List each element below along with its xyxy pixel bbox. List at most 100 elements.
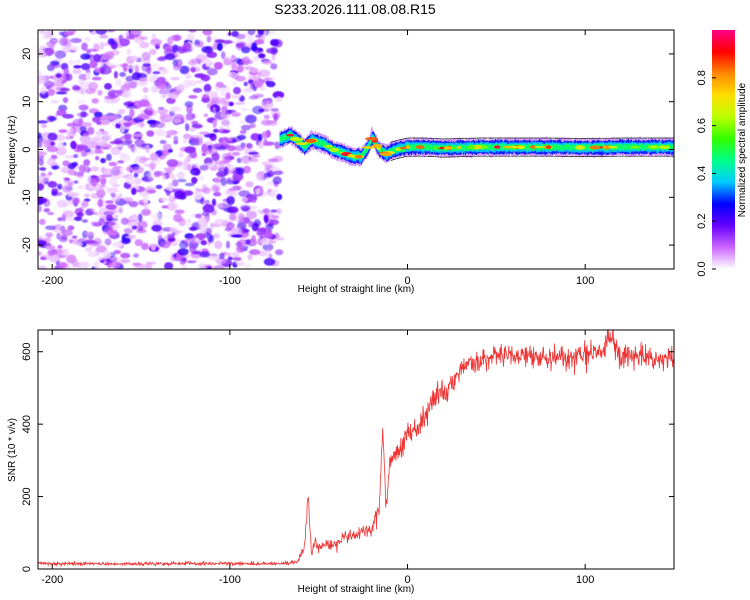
noise-blob [59,37,69,47]
noise-blob [248,68,261,74]
noise-blob [258,53,266,59]
noise-blob [47,157,56,167]
noise-blob [170,241,178,247]
noise-blob [268,167,281,171]
noise-blob [125,175,138,185]
noise-blob [233,86,241,95]
snr-series-line [38,330,674,568]
noise-blob [67,59,76,65]
noise-blob [89,30,94,33]
noise-blob [227,145,236,152]
noise-blob [199,251,211,258]
noise-blob [107,30,115,33]
noise-blob [50,100,59,104]
noise-blob [189,244,197,254]
noise-blob [40,256,47,261]
noise-blob [203,83,212,93]
ridge-hotspot [348,153,354,158]
noise-blob [257,30,265,36]
noise-blob [106,225,113,231]
noise-blob [72,238,79,245]
ridge-hotspot [630,145,640,149]
noise-blob [223,166,229,176]
noise-blob [118,34,123,41]
noise-blob [105,186,111,191]
noise-blob [93,111,103,118]
ridge-hotspot [651,145,657,149]
noise-blob [219,137,230,146]
x-tick-label: 0 [404,574,410,586]
noise-blob [235,241,242,247]
noise-blob [59,87,70,92]
noise-blob [125,166,134,172]
noise-blob [146,130,155,137]
noise-blob [238,190,251,198]
noise-blob [170,107,179,113]
noise-blob [261,131,270,139]
noise-blob [133,253,140,258]
noise-blob [39,30,45,34]
noise-blob [145,261,152,269]
noise-blob [241,197,249,202]
ridge-hotspot [533,146,546,149]
noise-blob [95,30,107,35]
noise-blob [149,123,158,128]
noise-blob [58,129,68,134]
noise-blob [232,257,242,261]
noise-blob [38,218,46,225]
noise-blob [142,197,149,204]
noise-blob [225,180,237,185]
noise-blob [217,42,223,51]
ridge-hotspot [415,145,425,150]
ridge-hotspot [286,133,295,137]
ridge-contour [390,155,674,162]
noise-blob [154,79,159,87]
noise-region [38,30,285,269]
noise-blob [184,73,192,79]
ridge-hotspot [659,145,670,150]
noise-blob [83,193,90,198]
noise-blob [125,75,134,82]
noise-blob [85,48,98,52]
noise-blob [157,234,163,242]
noise-blob [96,175,107,183]
noise-blob [159,240,171,249]
noise-blob [176,85,185,92]
noise-blob [87,251,98,258]
noise-blob [145,144,151,153]
noise-blob [100,259,105,263]
y-tick-label: 600 [21,343,33,361]
noise-blob [253,219,261,227]
noise-blob [190,257,199,262]
noise-blob [250,133,261,141]
noise-blob [230,72,240,79]
noise-blob [191,176,198,184]
noise-blob [38,173,50,183]
noise-blob [81,219,89,223]
noise-blob [171,34,182,42]
noise-blob [106,153,112,161]
noise-blob [258,250,268,257]
noise-blob [248,249,261,256]
noise-blob [245,181,254,188]
noise-blob [38,151,48,157]
noise-blob [236,244,245,253]
noise-blob [257,141,265,149]
y-tick-label: 0 [21,146,33,152]
noise-blob [155,129,166,137]
noise-blob [213,177,222,184]
noise-blob [126,48,132,55]
noise-blob [230,234,243,238]
noise-blob [270,63,278,70]
noise-blob [80,124,87,133]
spectrogram-x-ticks: -200 -100 0 100 [41,30,594,287]
noise-blob [261,100,274,109]
noise-blob [206,68,218,76]
noise-blob [215,97,222,105]
noise-blob [263,258,276,266]
noise-blob [224,126,231,130]
noise-blob [241,46,251,54]
noise-blob [139,41,150,49]
noise-blob [149,48,157,56]
noise-blob [185,112,195,121]
